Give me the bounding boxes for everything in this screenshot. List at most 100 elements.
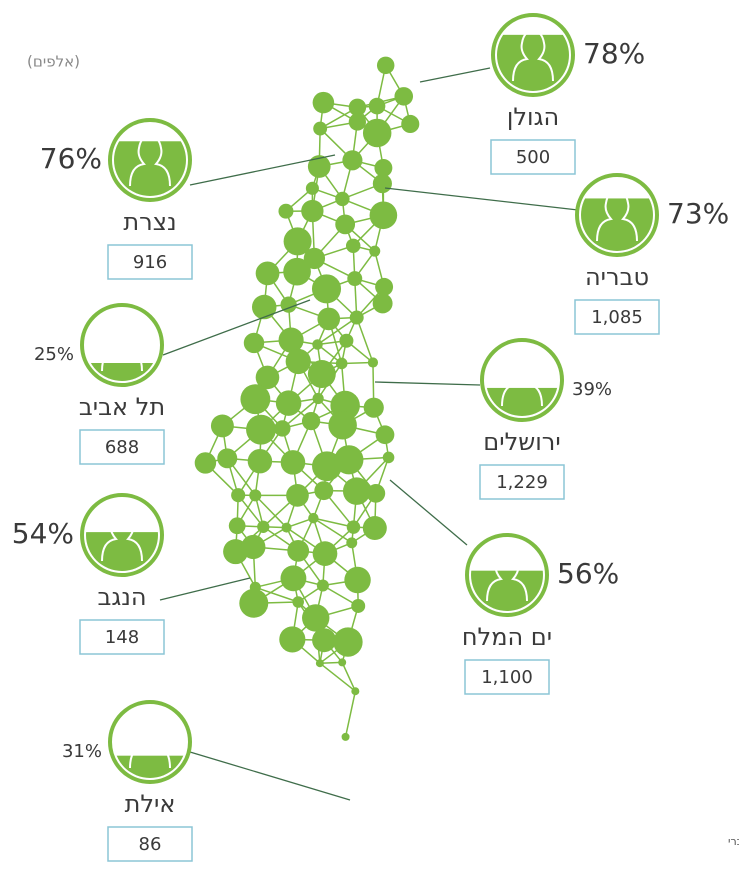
network-dot (231, 488, 246, 503)
person-icon (101, 509, 143, 562)
region: 56% ים המלח 1,100 (462, 533, 619, 695)
percent-label: 56% (557, 557, 619, 590)
network-dot (301, 199, 324, 223)
region-name: ירושלים (483, 428, 560, 456)
network-dot (367, 357, 379, 368)
connector (159, 577, 251, 601)
region-name: אילת (125, 790, 176, 818)
network-link (319, 662, 356, 692)
region-name: נצרת (123, 208, 176, 236)
region-name: ים המלח (462, 623, 552, 651)
value: 500 (516, 147, 550, 168)
network-dot (382, 451, 395, 464)
region: 73% טבריה 1,085 (574, 173, 729, 335)
network-dot (346, 520, 361, 534)
value-box (107, 244, 193, 280)
network-dot (349, 310, 364, 325)
region: 76% נצרת 916 (40, 118, 193, 280)
network-link (313, 517, 354, 528)
network-dot (348, 113, 367, 131)
network-dot (247, 448, 273, 474)
connector (389, 479, 468, 546)
value-box (79, 429, 165, 465)
network-dot (375, 425, 395, 445)
network-dot (376, 56, 395, 75)
network-dot (194, 452, 217, 474)
network-link (312, 517, 353, 544)
connector (189, 154, 336, 186)
network-dot (239, 588, 269, 618)
region-name: תל אביב (79, 393, 165, 421)
network-dot (285, 348, 311, 375)
network-dot (283, 257, 311, 286)
network-dot (241, 534, 266, 560)
network-dot (275, 390, 302, 416)
percent-label: 25% (34, 344, 74, 365)
region-name: הנגב (97, 583, 146, 611)
value: 1,229 (496, 472, 548, 493)
value: 1,085 (591, 307, 643, 328)
value-box (574, 299, 660, 335)
network-dot (303, 247, 326, 270)
network-dot (334, 445, 364, 475)
person-icon (129, 134, 171, 187)
network-dot (305, 181, 319, 195)
network-dot (362, 516, 387, 541)
network-link (341, 662, 357, 692)
value: 86 (139, 834, 162, 855)
network-dot (335, 191, 350, 207)
network-dot (316, 579, 329, 592)
network-dot (348, 98, 367, 117)
network-dot (317, 307, 341, 331)
connector (384, 187, 579, 211)
network-dot (243, 332, 265, 354)
network-dot (328, 410, 357, 440)
network-dot (314, 481, 334, 501)
network-dot (312, 91, 335, 114)
network-dot (346, 537, 358, 549)
connector (419, 67, 491, 83)
network-dot (301, 411, 321, 431)
network-dot (369, 245, 381, 257)
network-dot (279, 626, 306, 653)
network-dot (342, 477, 371, 505)
value-box (464, 659, 550, 695)
network-dot (274, 420, 291, 437)
connector (189, 751, 351, 801)
network-link (344, 691, 357, 738)
region: 25% תל אביב 688 (34, 303, 165, 465)
connector (162, 299, 311, 356)
network-link (355, 317, 374, 363)
network-dot (255, 365, 280, 390)
network-dot (351, 599, 366, 613)
network-dot (335, 214, 356, 235)
network-dot (362, 118, 392, 148)
connector (374, 381, 481, 386)
network-link (254, 494, 288, 529)
fill-level (114, 755, 186, 778)
israel-network-map (194, 56, 420, 741)
person-icon (129, 716, 171, 769)
network-dot (228, 517, 246, 535)
network-dot (251, 294, 277, 320)
network-dot (311, 274, 342, 304)
value-box (479, 464, 565, 500)
network-dot (363, 397, 384, 418)
network-dot (351, 687, 360, 696)
percent-label: 54% (12, 517, 74, 550)
network-dot (346, 238, 361, 254)
network-dot (315, 659, 324, 668)
network-dot (394, 87, 414, 106)
network-dot (372, 174, 392, 194)
percent-label: 31% (62, 741, 102, 762)
network-dot (347, 271, 363, 287)
value-box (490, 139, 576, 175)
network-dot (283, 227, 312, 256)
network-dot (339, 333, 354, 348)
network-dot (278, 203, 294, 219)
person-icon (512, 29, 554, 82)
network-link (255, 586, 299, 603)
person-icon (501, 354, 543, 407)
network-dot (338, 658, 347, 667)
